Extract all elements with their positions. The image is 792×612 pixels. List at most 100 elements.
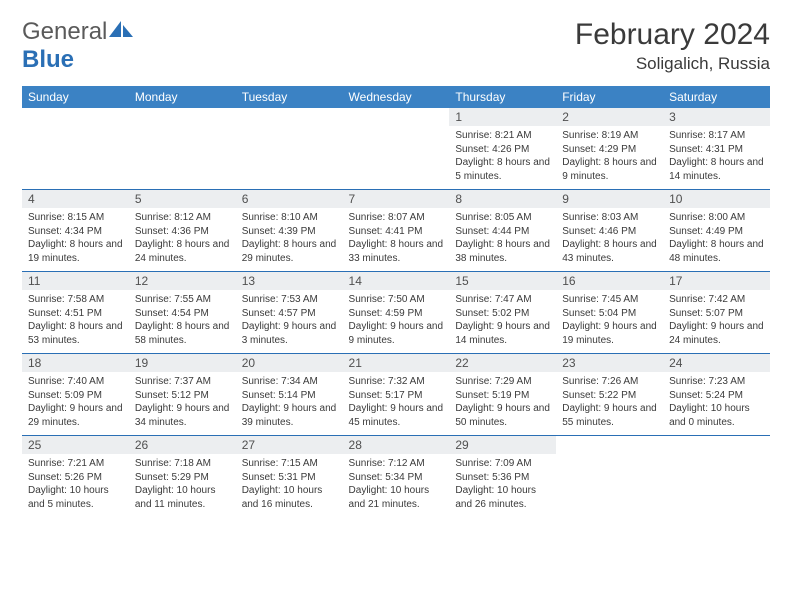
day-number: 19	[129, 354, 236, 372]
day-number: 23	[556, 354, 663, 372]
day-number: 4	[22, 190, 129, 208]
day-info: Sunrise: 8:19 AMSunset: 4:29 PMDaylight:…	[556, 126, 663, 189]
calendar-day: 12Sunrise: 7:55 AMSunset: 4:54 PMDayligh…	[129, 272, 236, 354]
weekday-header: Tuesday	[236, 86, 343, 108]
calendar-week: ....................1Sunrise: 8:21 AMSun…	[22, 108, 770, 190]
day-number: 15	[449, 272, 556, 290]
logo-word1: General	[22, 18, 107, 45]
calendar-day: 8Sunrise: 8:05 AMSunset: 4:44 PMDaylight…	[449, 190, 556, 272]
title-block: February 2024 Soligalich, Russia	[575, 18, 770, 74]
calendar: SundayMondayTuesdayWednesdayThursdayFrid…	[22, 86, 770, 517]
day-info: Sunrise: 7:26 AMSunset: 5:22 PMDaylight:…	[556, 372, 663, 435]
day-info: Sunrise: 7:55 AMSunset: 4:54 PMDaylight:…	[129, 290, 236, 353]
calendar-day: 22Sunrise: 7:29 AMSunset: 5:19 PMDayligh…	[449, 354, 556, 436]
day-number: 11	[22, 272, 129, 290]
day-info: Sunrise: 7:18 AMSunset: 5:29 PMDaylight:…	[129, 454, 236, 517]
calendar-day: 15Sunrise: 7:47 AMSunset: 5:02 PMDayligh…	[449, 272, 556, 354]
day-info: Sunrise: 7:12 AMSunset: 5:34 PMDaylight:…	[343, 454, 450, 517]
calendar-day: 14Sunrise: 7:50 AMSunset: 4:59 PMDayligh…	[343, 272, 450, 354]
day-info: Sunrise: 7:50 AMSunset: 4:59 PMDaylight:…	[343, 290, 450, 353]
day-info: Sunrise: 7:53 AMSunset: 4:57 PMDaylight:…	[236, 290, 343, 353]
day-info: Sunrise: 8:10 AMSunset: 4:39 PMDaylight:…	[236, 208, 343, 271]
calendar-day: 29Sunrise: 7:09 AMSunset: 5:36 PMDayligh…	[449, 436, 556, 518]
day-number: 24	[663, 354, 770, 372]
day-info: Sunrise: 7:15 AMSunset: 5:31 PMDaylight:…	[236, 454, 343, 517]
calendar-day: 27Sunrise: 7:15 AMSunset: 5:31 PMDayligh…	[236, 436, 343, 518]
day-info: Sunrise: 8:21 AMSunset: 4:26 PMDaylight:…	[449, 126, 556, 189]
day-info: Sunrise: 7:09 AMSunset: 5:36 PMDaylight:…	[449, 454, 556, 517]
day-info: Sunrise: 8:03 AMSunset: 4:46 PMDaylight:…	[556, 208, 663, 271]
calendar-day: 20Sunrise: 7:34 AMSunset: 5:14 PMDayligh…	[236, 354, 343, 436]
day-info: Sunrise: 7:58 AMSunset: 4:51 PMDaylight:…	[22, 290, 129, 353]
weekday-header: Wednesday	[343, 86, 450, 108]
calendar-day: 4Sunrise: 8:15 AMSunset: 4:34 PMDaylight…	[22, 190, 129, 272]
day-number: 20	[236, 354, 343, 372]
calendar-week: 11Sunrise: 7:58 AMSunset: 4:51 PMDayligh…	[22, 272, 770, 354]
calendar-day: 25Sunrise: 7:21 AMSunset: 5:26 PMDayligh…	[22, 436, 129, 518]
day-number: 22	[449, 354, 556, 372]
day-number: 26	[129, 436, 236, 454]
calendar-body: ....................1Sunrise: 8:21 AMSun…	[22, 108, 770, 517]
calendar-day: 17Sunrise: 7:42 AMSunset: 5:07 PMDayligh…	[663, 272, 770, 354]
day-number: 13	[236, 272, 343, 290]
logo: GeneralBlue	[22, 18, 135, 74]
day-number: 25	[22, 436, 129, 454]
day-number: 6	[236, 190, 343, 208]
day-number: 28	[343, 436, 450, 454]
calendar-day: 3Sunrise: 8:17 AMSunset: 4:31 PMDaylight…	[663, 108, 770, 190]
day-info: Sunrise: 7:32 AMSunset: 5:17 PMDaylight:…	[343, 372, 450, 435]
day-number: 14	[343, 272, 450, 290]
calendar-day: 23Sunrise: 7:26 AMSunset: 5:22 PMDayligh…	[556, 354, 663, 436]
day-number: 16	[556, 272, 663, 290]
logo-text: GeneralBlue	[22, 18, 135, 74]
calendar-day: 1Sunrise: 8:21 AMSunset: 4:26 PMDaylight…	[449, 108, 556, 190]
weekday-header: Sunday	[22, 86, 129, 108]
day-number: 7	[343, 190, 450, 208]
day-info: Sunrise: 7:45 AMSunset: 5:04 PMDaylight:…	[556, 290, 663, 353]
header: GeneralBlue February 2024 Soligalich, Ru…	[22, 18, 770, 74]
day-number: 29	[449, 436, 556, 454]
day-info: Sunrise: 8:15 AMSunset: 4:34 PMDaylight:…	[22, 208, 129, 271]
weekday-header: Friday	[556, 86, 663, 108]
weekday-header: Saturday	[663, 86, 770, 108]
location-title: Soligalich, Russia	[575, 54, 770, 74]
day-info: Sunrise: 7:34 AMSunset: 5:14 PMDaylight:…	[236, 372, 343, 435]
calendar-day: .....	[22, 108, 129, 190]
day-info: Sunrise: 7:37 AMSunset: 5:12 PMDaylight:…	[129, 372, 236, 435]
calendar-day: 21Sunrise: 7:32 AMSunset: 5:17 PMDayligh…	[343, 354, 450, 436]
day-number: 21	[343, 354, 450, 372]
calendar-head: SundayMondayTuesdayWednesdayThursdayFrid…	[22, 86, 770, 108]
calendar-day: 16Sunrise: 7:45 AMSunset: 5:04 PMDayligh…	[556, 272, 663, 354]
calendar-week: 4Sunrise: 8:15 AMSunset: 4:34 PMDaylight…	[22, 190, 770, 272]
day-info: Sunrise: 8:05 AMSunset: 4:44 PMDaylight:…	[449, 208, 556, 271]
day-info: Sunrise: 7:23 AMSunset: 5:24 PMDaylight:…	[663, 372, 770, 435]
day-info: Sunrise: 7:21 AMSunset: 5:26 PMDaylight:…	[22, 454, 129, 517]
calendar-day: 18Sunrise: 7:40 AMSunset: 5:09 PMDayligh…	[22, 354, 129, 436]
calendar-week: 25Sunrise: 7:21 AMSunset: 5:26 PMDayligh…	[22, 436, 770, 518]
calendar-day: .....	[236, 108, 343, 190]
day-info: Sunrise: 7:47 AMSunset: 5:02 PMDaylight:…	[449, 290, 556, 353]
calendar-day: 19Sunrise: 7:37 AMSunset: 5:12 PMDayligh…	[129, 354, 236, 436]
calendar-day: .....	[129, 108, 236, 190]
weekday-header: Monday	[129, 86, 236, 108]
day-number: 5	[129, 190, 236, 208]
day-number: 1	[449, 108, 556, 126]
day-number: 18	[22, 354, 129, 372]
month-title: February 2024	[575, 18, 770, 52]
day-info: Sunrise: 8:00 AMSunset: 4:49 PMDaylight:…	[663, 208, 770, 271]
calendar-day: 7Sunrise: 8:07 AMSunset: 4:41 PMDaylight…	[343, 190, 450, 272]
day-number: 8	[449, 190, 556, 208]
day-info: Sunrise: 8:07 AMSunset: 4:41 PMDaylight:…	[343, 208, 450, 271]
logo-word2: Blue	[22, 46, 74, 73]
calendar-day: .....	[663, 436, 770, 518]
calendar-day: .....	[343, 108, 450, 190]
calendar-day: 24Sunrise: 7:23 AMSunset: 5:24 PMDayligh…	[663, 354, 770, 436]
calendar-day: .....	[556, 436, 663, 518]
day-number: 10	[663, 190, 770, 208]
calendar-day: 5Sunrise: 8:12 AMSunset: 4:36 PMDaylight…	[129, 190, 236, 272]
day-number: 3	[663, 108, 770, 126]
day-info: Sunrise: 7:29 AMSunset: 5:19 PMDaylight:…	[449, 372, 556, 435]
calendar-day: 10Sunrise: 8:00 AMSunset: 4:49 PMDayligh…	[663, 190, 770, 272]
day-info: Sunrise: 8:12 AMSunset: 4:36 PMDaylight:…	[129, 208, 236, 271]
day-info: Sunrise: 8:17 AMSunset: 4:31 PMDaylight:…	[663, 126, 770, 189]
